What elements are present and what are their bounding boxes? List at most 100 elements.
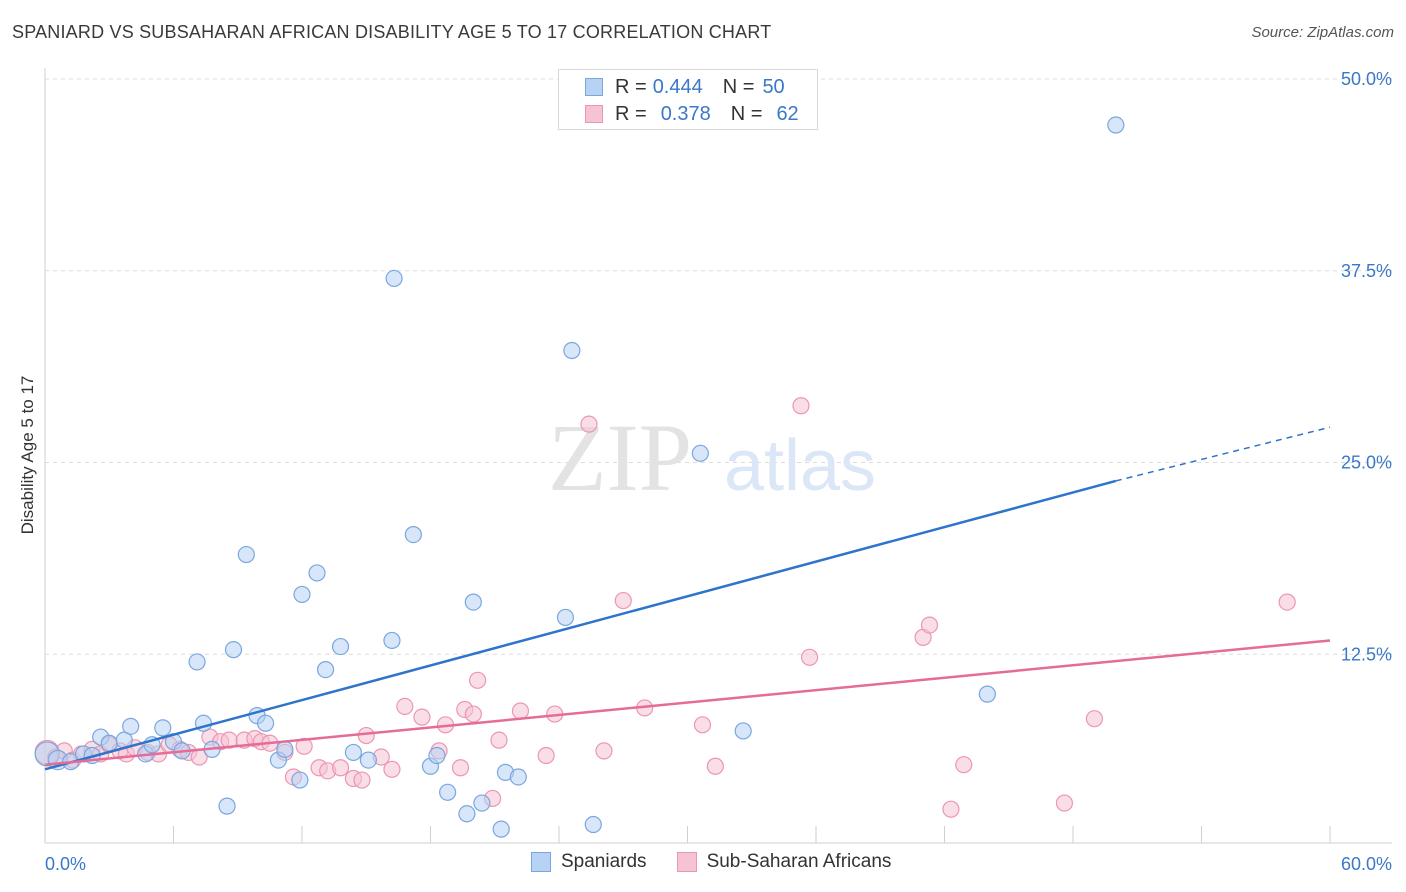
trend-line-spaniards xyxy=(44,479,1117,771)
y-axis-label: Disability Age 5 to 17 xyxy=(18,375,37,535)
legend-n-label: N = xyxy=(722,75,755,98)
point-africans xyxy=(614,591,632,610)
point-spaniards xyxy=(224,641,243,659)
point-africans xyxy=(693,716,712,734)
point-africans xyxy=(955,756,973,774)
point-spaniards xyxy=(154,719,172,737)
point-africans xyxy=(1085,710,1104,728)
legend-row-africans: R = 0.378 N = 62 xyxy=(585,102,799,126)
legend-swatch-pink xyxy=(585,105,603,123)
point-spaniards xyxy=(122,717,140,735)
point-africans xyxy=(331,759,350,777)
point-africans xyxy=(396,697,414,716)
point-africans xyxy=(353,771,371,789)
chart-title: SPANIARD VS SUBSAHARAN AFRICAN DISABILIT… xyxy=(12,22,772,42)
source-label: Source: ZipAtlas.com xyxy=(1251,24,1394,41)
point-africans xyxy=(580,415,598,433)
legend-r-value: 0.378 xyxy=(660,102,711,125)
y-tick-label: 25.0% xyxy=(1341,453,1392,473)
trend-line-africans xyxy=(44,639,1331,766)
data-points xyxy=(34,116,1296,838)
point-africans xyxy=(511,702,530,720)
point-spaniards xyxy=(100,734,118,752)
point-africans xyxy=(295,737,313,755)
point-spaniards xyxy=(439,783,457,801)
point-spaniards xyxy=(188,653,206,671)
point-spaniards xyxy=(1107,116,1125,134)
point-spaniards xyxy=(308,564,326,582)
y-tick-label: 37.5% xyxy=(1341,261,1392,281)
legend-r-label: R = xyxy=(615,102,647,125)
point-africans xyxy=(706,757,724,775)
point-spaniards xyxy=(428,746,446,765)
point-spaniards xyxy=(584,815,602,834)
watermark-atlas: atlas xyxy=(724,426,876,506)
watermark: ZIP atlas xyxy=(548,404,876,511)
y-tick-label: 50.0% xyxy=(1341,69,1392,89)
series-legend: Spaniards Sub-Saharan Africans xyxy=(531,851,921,873)
point-africans xyxy=(357,726,375,745)
legend-n-value: 62 xyxy=(776,102,799,125)
stats-legend: R = 0.444 N = 50 R = 0.378 N = 62 xyxy=(558,69,818,130)
legend-row-spaniards: R = 0.444 N = 50 xyxy=(585,75,785,99)
point-africans xyxy=(464,705,482,723)
y-tick-label: 12.5% xyxy=(1341,644,1392,664)
legend-label-africans: Sub-Saharan Africans xyxy=(706,851,892,872)
legend-label-spaniards: Spaniards xyxy=(561,851,647,872)
point-africans xyxy=(469,671,487,689)
point-africans xyxy=(413,708,431,726)
legend-r-label: R = xyxy=(615,75,647,98)
point-spaniards xyxy=(404,525,422,544)
point-spaniards xyxy=(316,660,335,679)
trend-lines xyxy=(44,426,1331,771)
watermark-zip: ZIP xyxy=(548,404,692,511)
x-tick-label: 60.0% xyxy=(1341,854,1392,874)
point-spaniards xyxy=(293,585,311,604)
axes xyxy=(44,68,1392,844)
point-spaniards xyxy=(556,608,575,627)
legend-n-value: 50 xyxy=(762,75,785,98)
point-spaniards xyxy=(331,637,350,656)
point-spaniards xyxy=(978,685,996,703)
point-africans xyxy=(383,760,401,778)
point-spaniards xyxy=(359,751,377,769)
point-spaniards xyxy=(464,593,482,611)
legend-swatch-pink xyxy=(676,852,697,872)
legend-swatch-blue xyxy=(585,78,603,96)
point-africans xyxy=(595,742,613,760)
point-africans xyxy=(1055,794,1074,812)
point-spaniards xyxy=(563,341,581,360)
point-africans xyxy=(920,616,939,634)
point-africans xyxy=(1278,593,1296,611)
point-spaniards xyxy=(383,631,401,650)
trend-extension-spaniards xyxy=(1115,426,1331,482)
legend-swatch-blue xyxy=(531,852,551,872)
legend-item-spaniards[interactable]: Spaniards xyxy=(531,851,647,873)
legend-r-value: 0.444 xyxy=(652,75,703,98)
point-spaniards xyxy=(344,743,362,762)
point-spaniards xyxy=(291,771,309,789)
point-africans xyxy=(942,800,960,818)
point-africans xyxy=(490,731,508,749)
point-spaniards xyxy=(276,740,294,758)
tick-labels: 12.5% 25.0% 37.5% 50.0% 0.0% 60.0% xyxy=(45,69,1392,874)
point-spaniards xyxy=(385,269,403,288)
point-spaniards xyxy=(458,805,476,823)
point-spaniards xyxy=(509,768,527,786)
gridlines xyxy=(45,78,1392,655)
point-spaniards xyxy=(492,820,510,838)
point-africans xyxy=(800,648,819,666)
legend-n-label: N = xyxy=(730,102,763,125)
point-spaniards xyxy=(734,722,752,740)
point-spaniards xyxy=(691,444,709,462)
legend-item-africans[interactable]: Sub-Saharan Africans xyxy=(676,851,892,873)
point-spaniards xyxy=(237,545,255,564)
point-spaniards xyxy=(256,714,275,732)
point-spaniards xyxy=(473,794,491,812)
point-africans xyxy=(537,746,555,765)
x-tick-label: 0.0% xyxy=(45,854,86,874)
point-africans xyxy=(451,759,470,777)
point-spaniards xyxy=(218,797,236,815)
point-africans xyxy=(792,397,810,415)
